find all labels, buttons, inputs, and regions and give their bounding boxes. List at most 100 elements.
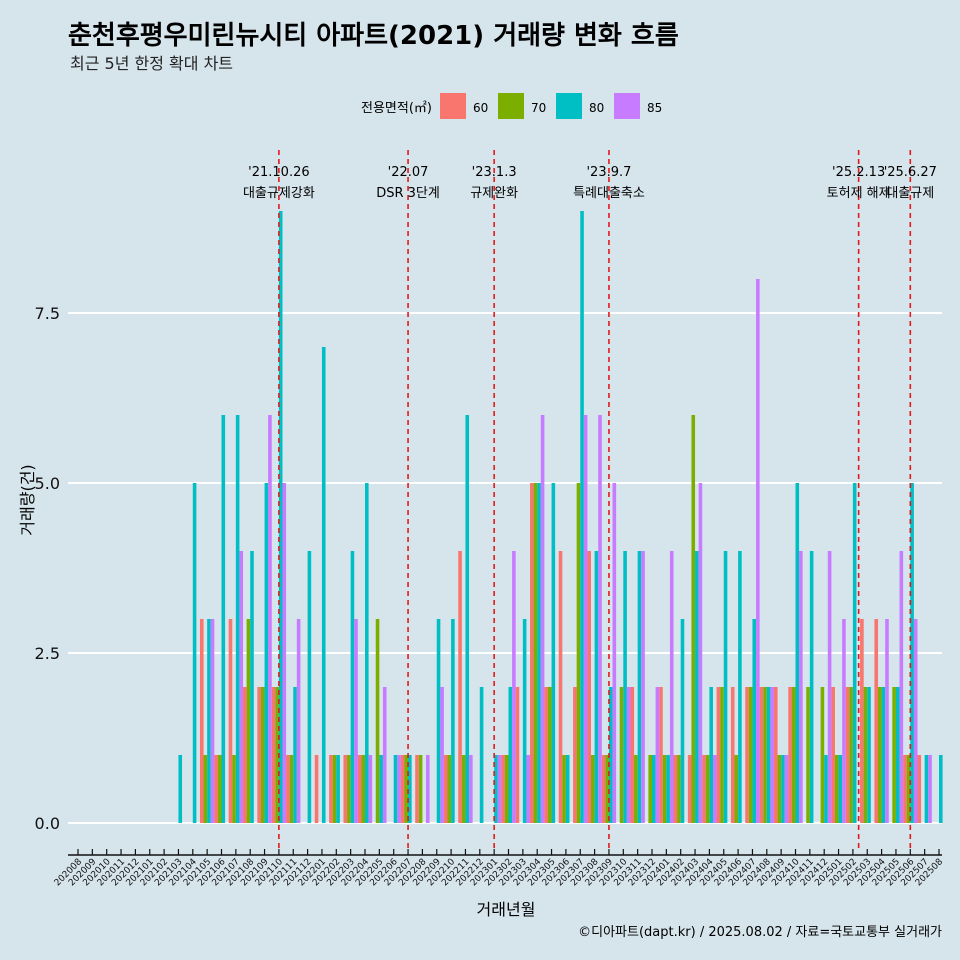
- event-name-label: 특례대출축소: [573, 186, 645, 201]
- bar-70-202111: [289, 755, 294, 823]
- bar-60-202507: [917, 755, 922, 823]
- bar-60-202302: [501, 755, 505, 823]
- bar-85-202310: [626, 687, 631, 823]
- bar-80-202108: [250, 551, 254, 823]
- bar-85-202505: [899, 551, 904, 823]
- event-name-label: 토허제 해제: [827, 186, 891, 201]
- plot-area: '21.10.26 대출규제강화 '22.07 DSR 3단계 '23.1.3 규제완화 '…: [35, 150, 945, 888]
- bar-85-202109: [268, 415, 272, 823]
- bar-70-202105: [203, 755, 208, 823]
- bar-85-202303: [526, 755, 531, 823]
- bar-70-202107: [232, 755, 236, 823]
- bar-70-202402: [677, 755, 681, 823]
- bar-60-202502: [845, 687, 850, 823]
- bar-70-202404: [705, 755, 710, 823]
- bar-70-202306: [562, 755, 566, 823]
- bar-70-202310: [619, 687, 624, 823]
- bar-70-202412: [820, 687, 825, 823]
- bar-80-202411: [809, 551, 814, 823]
- bar-60-202108: [243, 687, 247, 823]
- bar-80-202502: [852, 483, 857, 823]
- bar-85-202408: [770, 687, 774, 823]
- bar-85-202409: [784, 755, 789, 823]
- bar-85-202507: [928, 755, 932, 823]
- bar-80-202309: [608, 687, 613, 823]
- bar-60-202305: [544, 687, 548, 823]
- bar-80-202409: [781, 755, 785, 823]
- legend-label-85: 85: [647, 101, 662, 115]
- bar-60-202109: [257, 687, 261, 823]
- bar-80-202401: [666, 755, 670, 823]
- bar-80-202404: [709, 687, 713, 823]
- bar-70-202403: [691, 415, 696, 823]
- bar-60-202204: [357, 755, 362, 823]
- bar-85-202407: [756, 279, 760, 823]
- event-date-label: '23.1.3: [472, 165, 517, 180]
- event-date-label: '25.2.13: [832, 165, 885, 180]
- event-name-label: 대출규제: [886, 186, 934, 201]
- bar-60-202203: [343, 755, 348, 823]
- bar-70-202411: [806, 687, 810, 823]
- bar-80-202201: [321, 347, 326, 823]
- event-date-label: '22.07: [388, 165, 429, 180]
- bar-80-202503: [867, 687, 871, 823]
- bar-60-202110: [271, 687, 276, 823]
- bar-85-202311: [641, 551, 645, 823]
- bar-60-202211: [458, 551, 462, 823]
- y-tick-label: 2.5: [35, 644, 60, 663]
- bar-85-202211: [469, 755, 473, 823]
- bar-60-202408: [759, 687, 764, 823]
- bar-80-202301: [494, 755, 498, 823]
- event-date-label: '23.9.7: [586, 165, 631, 180]
- bar-80-202109: [264, 483, 269, 823]
- bar-60-202306: [558, 551, 563, 823]
- bar-60-202404: [702, 755, 706, 823]
- bar-70-202407: [748, 687, 753, 823]
- bar-80-202302: [508, 687, 513, 823]
- bar-60-202210: [443, 755, 448, 823]
- bar-60-202208: [415, 755, 419, 823]
- bar-70-202405: [720, 687, 724, 823]
- bar-85-202206: [397, 755, 401, 823]
- bar-80-202209: [436, 619, 441, 823]
- bar-70-202501: [834, 755, 839, 823]
- bar-70-202307: [576, 483, 581, 823]
- bar-80-202111: [293, 687, 297, 823]
- bar-80-202407: [752, 619, 757, 823]
- bar-85-202111: [296, 619, 301, 823]
- y-tick-label: 7.5: [35, 304, 60, 323]
- bar-60-202504: [874, 619, 879, 823]
- bar-70-202211: [461, 755, 466, 823]
- bar-70-202305: [547, 687, 552, 823]
- bar-80-202212: [479, 687, 484, 823]
- bar-80-202406: [738, 551, 742, 823]
- legend-label-80: 80: [589, 101, 604, 115]
- bar-60-202304: [530, 483, 534, 823]
- bar-60-202105: [199, 619, 204, 823]
- chart-title: 춘천후평우미린뉴시티 아파트(2021) 거래량 변화 흐름: [68, 21, 679, 51]
- y-tick-label: 0.0: [35, 814, 60, 833]
- bar-70-202308: [591, 755, 595, 823]
- bar-70-202406: [734, 755, 739, 823]
- bar-60-202402: [673, 755, 678, 823]
- bar-80-202412: [824, 755, 828, 823]
- bar-80-202405: [723, 551, 728, 823]
- bar-85-202203: [354, 619, 358, 823]
- bar-70-202304: [533, 483, 538, 823]
- bar-80-202304: [537, 483, 541, 823]
- bar-80-202307: [580, 211, 584, 823]
- bar-85-202410: [799, 551, 803, 823]
- bar-70-202401: [662, 755, 667, 823]
- bar-80-202204: [365, 483, 369, 823]
- bar-80-202308: [594, 551, 599, 823]
- bar-80-202106: [221, 415, 226, 823]
- bar-85-202204: [368, 755, 373, 823]
- bar-80-202306: [565, 755, 570, 823]
- bar-60-202410: [788, 687, 792, 823]
- bar-60-202407: [745, 687, 749, 823]
- bar-80-202310: [623, 551, 627, 823]
- bar-85-202302: [512, 551, 516, 823]
- legend-swatch-70: [498, 93, 524, 119]
- bar-70-202410: [791, 687, 796, 823]
